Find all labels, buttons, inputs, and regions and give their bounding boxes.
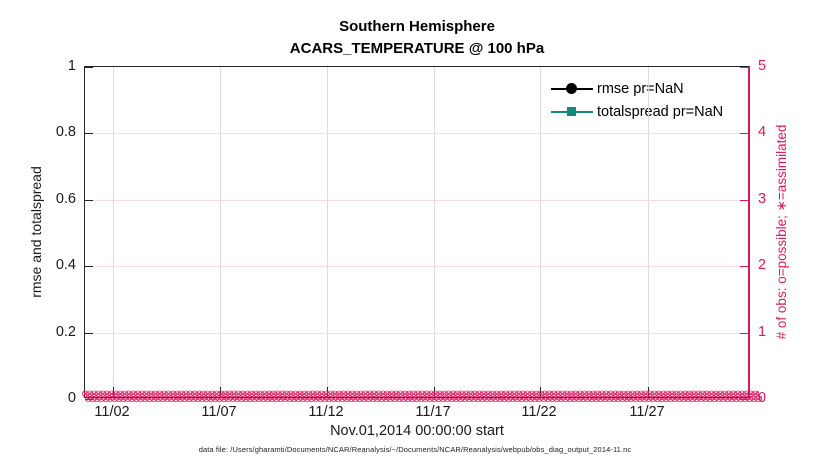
x-tick-label: 11/02	[94, 404, 130, 420]
left-y-axis-label: rmse and totalspread	[28, 166, 44, 298]
right-y-tick-mark	[740, 67, 748, 68]
right-y-tick-mark	[740, 133, 748, 135]
obs-markers-row-bottom: ⊗⊗⊗⊗⊗⊗⊗⊗⊗⊗⊗⊗⊗⊗⊗⊗⊗⊗⊗⊗⊗⊗⊗⊗⊗⊗⊗⊗⊗⊗⊗⊗⊗⊗⊗⊗⊗⊗⊗⊗…	[84, 395, 762, 405]
left-y-tick-label: 0.4	[55, 257, 76, 274]
legend-label-rmse: rmse pr=NaN	[597, 80, 684, 97]
right-y-tick-label: 1	[758, 323, 767, 340]
right-y-tick-mark	[740, 399, 748, 400]
legend-item-rmse[interactable]: rmse pr=NaN	[551, 77, 723, 100]
right-y-tick-label: 3	[758, 190, 767, 207]
y-gridline	[85, 133, 748, 135]
x-gridline	[220, 67, 221, 397]
y-gridline	[85, 332, 748, 334]
right-y-axis-label: # of obs: o=possible; ∗=assimilated	[774, 124, 789, 340]
x-gridline	[540, 67, 541, 397]
left-y-tick-mark	[85, 266, 93, 268]
x-tick-mark	[220, 387, 221, 397]
left-y-tick-mark	[85, 67, 93, 68]
x-tick-mark	[113, 387, 114, 397]
x-tick-label: 11/07	[201, 404, 237, 420]
x-tick-label: 11/17	[415, 404, 451, 420]
left-y-tick-label: 1	[67, 58, 76, 74]
right-y-tick-label: 2	[758, 257, 767, 274]
left-y-tick-mark	[85, 399, 93, 400]
filled-square-icon	[567, 107, 576, 116]
plot-area: ⊗⊗⊗⊗⊗⊗⊗⊗⊗⊗⊗⊗⊗⊗⊗⊗⊗⊗⊗⊗⊗⊗⊗⊗⊗⊗⊗⊗⊗⊗⊗⊗⊗⊗⊗⊗⊗⊗⊗⊗…	[81, 66, 762, 405]
right-y-tick-label: 4	[758, 124, 767, 141]
left-y-tick-label: 0.6	[55, 190, 76, 207]
right-y-tick-mark	[740, 332, 748, 334]
x-gridline	[648, 67, 649, 397]
x-tick-label: 11/27	[629, 404, 665, 420]
left-y-tick-label: 0.8	[55, 124, 76, 141]
left-y-tick-mark	[85, 199, 93, 201]
x-gridline	[113, 67, 114, 397]
x-tick-mark	[434, 387, 435, 397]
x-tick-label: 11/12	[308, 404, 344, 420]
x-tick-label: 11/22	[521, 404, 557, 420]
x-tick-mark	[327, 387, 328, 397]
chart-title-line2: ACARS_TEMPERATURE @ 100 hPa	[289, 40, 545, 57]
rmse-line-sample	[551, 82, 595, 96]
left-y-tick-mark	[85, 332, 93, 334]
obs-markers-row-top: ⊗⊗⊗⊗⊗⊗⊗⊗⊗⊗⊗⊗⊗⊗⊗⊗⊗⊗⊗⊗⊗⊗⊗⊗⊗⊗⊗⊗⊗⊗⊗⊗⊗⊗⊗⊗⊗⊗⊗⊗…	[81, 390, 759, 400]
data-file-caption: data file: /Users/gharamti/Documents/NCA…	[198, 445, 632, 454]
right-y-tick-label: 0	[758, 390, 767, 406]
left-y-tick-label: 0	[67, 390, 76, 406]
x-tick-mark	[648, 387, 649, 397]
legend: rmse pr=NaN totalspread pr=NaN	[551, 77, 723, 123]
x-tick-mark	[540, 387, 541, 397]
legend-label-totalspread: totalspread pr=NaN	[597, 103, 724, 120]
left-y-tick-mark	[85, 133, 93, 135]
right-y-tick-mark	[740, 199, 748, 201]
legend-item-totalspread[interactable]: totalspread pr=NaN	[551, 100, 723, 123]
left-y-tick-label: 0.2	[55, 323, 76, 340]
y-gridline	[85, 199, 748, 201]
x-gridline	[327, 67, 328, 397]
right-y-tick-mark	[740, 266, 748, 268]
filled-circle-icon	[566, 83, 577, 94]
x-axis-label: Nov.01,2014 00:00:00 start	[330, 423, 504, 439]
x-gridline	[434, 67, 435, 397]
y-gridline	[85, 266, 748, 268]
totalspread-line-sample	[551, 105, 595, 119]
chart-title: Southern Hemisphere ACARS_TEMPERATURE @ …	[84, 16, 750, 60]
chart-title-line1: Southern Hemisphere	[339, 18, 495, 35]
right-y-tick-label: 5	[758, 58, 767, 74]
